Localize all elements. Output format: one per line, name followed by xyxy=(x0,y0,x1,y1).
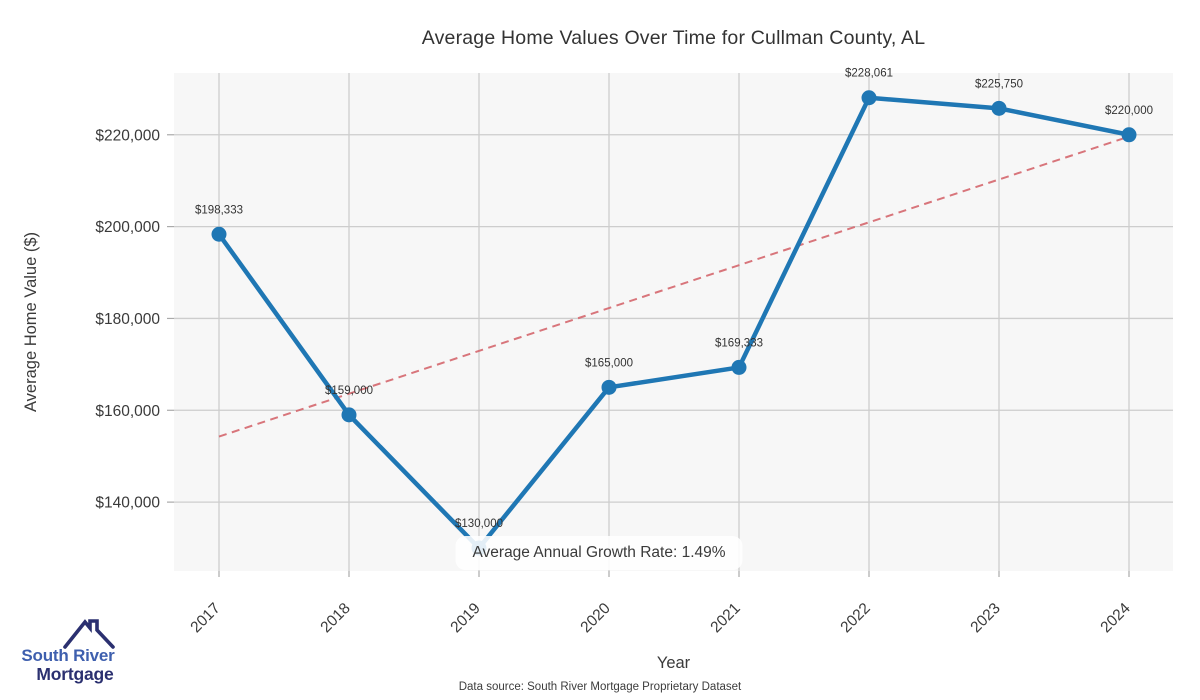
x-axis-label: Year xyxy=(657,654,691,672)
x-tick-label: 2023 xyxy=(967,600,1003,636)
data-point-2023 xyxy=(991,100,1007,116)
data-point-2024 xyxy=(1121,127,1137,143)
data-point-2020 xyxy=(601,379,617,395)
x-tick-label: 2018 xyxy=(317,600,353,636)
data-point-label-2018: $159,000 xyxy=(325,385,373,397)
house-roof-icon xyxy=(63,619,115,649)
logo-text-line2: Mortgage xyxy=(36,664,114,684)
south-river-mortgage-logo: South River Mortgage xyxy=(10,610,170,700)
y-tick-label: $180,000 xyxy=(95,311,160,328)
data-point-label-2019: $130,000 xyxy=(455,518,503,530)
growth-rate-annotation: Average Annual Growth Rate: 1.49% xyxy=(455,536,743,570)
x-tick-label: 2022 xyxy=(837,600,873,636)
x-tick-label: 2017 xyxy=(187,600,223,636)
data-source-note: Data source: South River Mortgage Propri… xyxy=(458,681,742,693)
trend-line xyxy=(218,135,1130,438)
x-tick-label: 2021 xyxy=(707,600,743,636)
data-point-label-2022: $228,061 xyxy=(845,68,893,80)
data-point-label-2017: $198,333 xyxy=(195,204,243,216)
chart-title: Average Home Values Over Time for Cullma… xyxy=(421,27,926,49)
x-tick-label: 2024 xyxy=(1097,600,1134,637)
data-point-label-2024: $220,000 xyxy=(1105,105,1153,117)
y-tick-label: $220,000 xyxy=(95,127,160,144)
y-axis-label: Average Home Value ($) xyxy=(22,232,40,412)
y-tick-label: $160,000 xyxy=(95,403,160,420)
logo-graphic: South River Mortgage xyxy=(21,619,115,684)
x-tick-label: 2019 xyxy=(447,600,483,636)
data-point-label-2020: $165,000 xyxy=(585,357,633,369)
home-value-line xyxy=(216,95,1132,551)
logo-text-line1: South River xyxy=(21,646,115,665)
y-tick-label: $200,000 xyxy=(95,219,160,236)
x-tick-label: 2020 xyxy=(577,600,614,637)
data-point-2017 xyxy=(211,226,227,242)
data-point-2021 xyxy=(731,359,747,375)
plot-area xyxy=(174,73,1173,571)
data-point-label-2021: $169,333 xyxy=(715,337,763,349)
data-point-2018 xyxy=(341,407,357,423)
data-point-2022 xyxy=(861,90,877,106)
y-tick-label: $140,000 xyxy=(95,495,160,512)
data-point-label-2023: $225,750 xyxy=(975,78,1023,90)
